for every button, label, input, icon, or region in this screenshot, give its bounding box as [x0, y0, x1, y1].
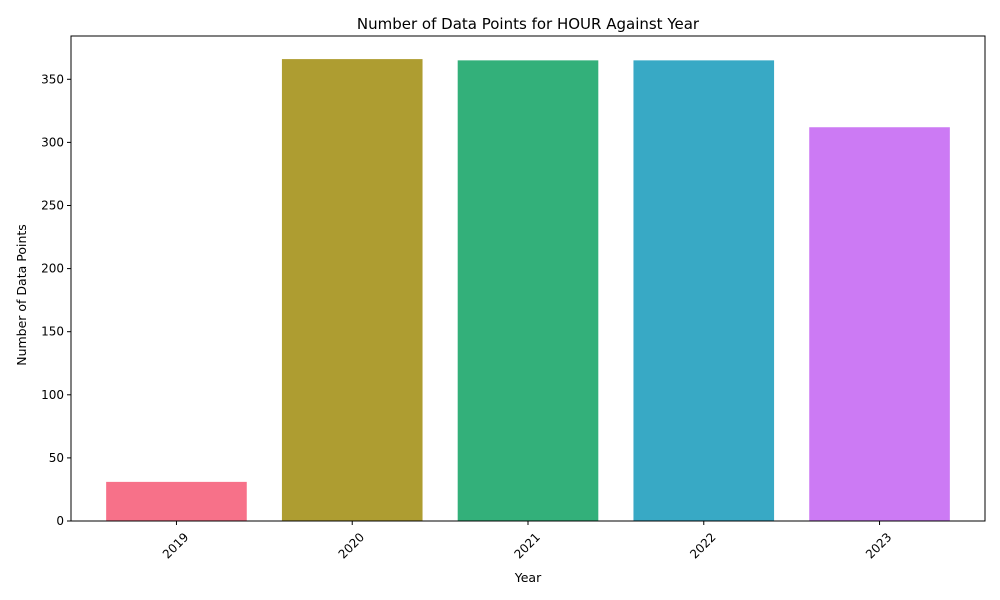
y-tick-label: 350	[41, 72, 64, 86]
bar-2021	[457, 60, 599, 522]
bar-2022	[633, 60, 775, 522]
y-tick-label: 0	[56, 514, 64, 528]
bar-2020	[281, 59, 423, 521]
x-tick-label-2021: 2021	[511, 530, 542, 561]
y-tick-label: 150	[41, 325, 64, 339]
x-tick-label-2020: 2020	[336, 530, 367, 561]
y-tick-label: 50	[49, 451, 64, 465]
x-axis-label: Year	[514, 570, 542, 585]
chart-title: Number of Data Points for HOUR Against Y…	[357, 15, 700, 33]
bar-2023	[809, 127, 950, 521]
y-axis-label: Number of Data Points	[14, 224, 29, 366]
bar-2019	[106, 481, 247, 521]
y-tick-label: 300	[41, 135, 64, 149]
x-axis: 2019 2020 2021 2022 2023	[160, 521, 894, 562]
y-axis: 0 50 100 150 200 250 300 350	[41, 72, 71, 528]
y-tick-label: 250	[41, 198, 64, 212]
y-tick-label: 100	[41, 388, 64, 402]
plot-area	[106, 59, 950, 522]
y-tick-label: 200	[41, 262, 64, 276]
x-tick-label-2023: 2023	[863, 530, 894, 561]
x-tick-label-2022: 2022	[687, 530, 718, 561]
x-tick-label-2019: 2019	[160, 530, 191, 561]
